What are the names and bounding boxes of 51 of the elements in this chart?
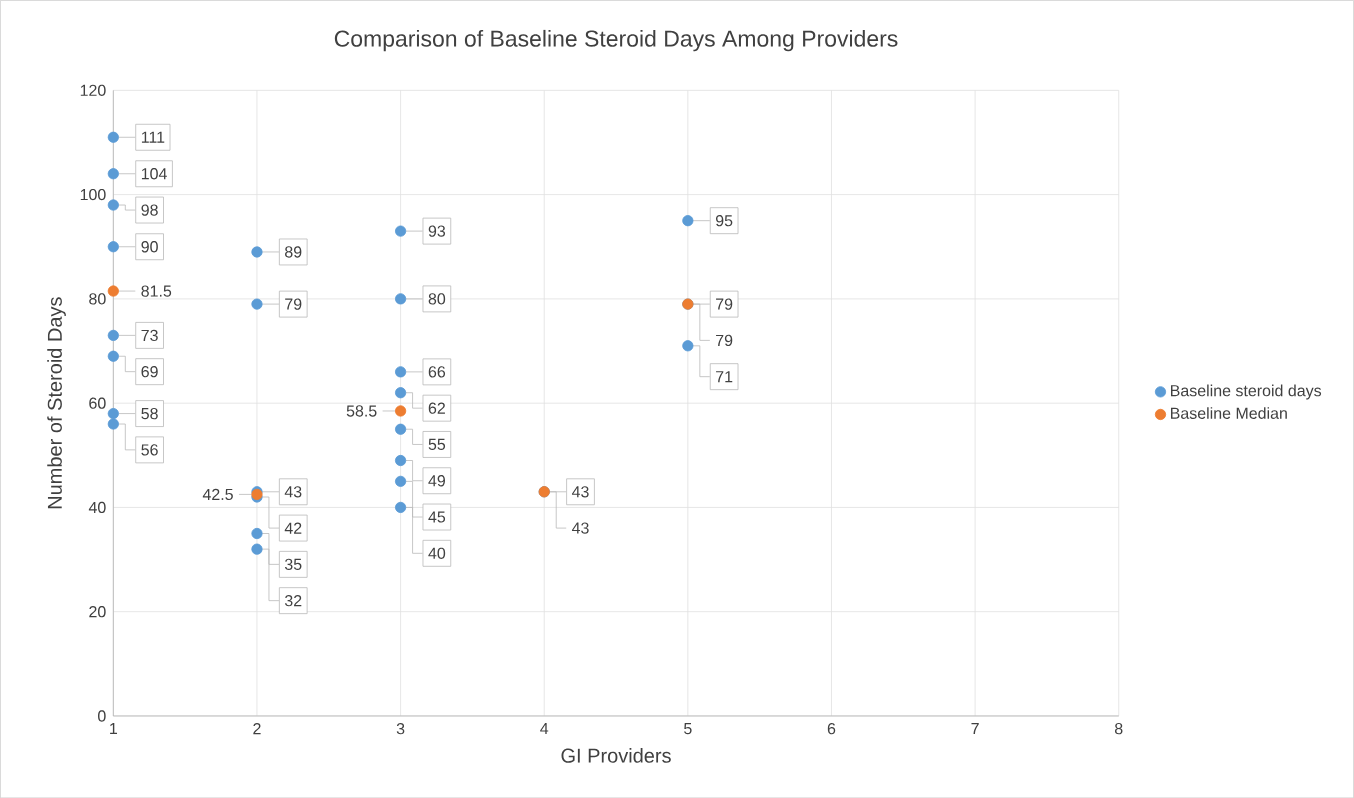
data-label: 98 — [141, 204, 158, 216]
y-tick-label: 20 — [89, 605, 106, 618]
data-label: 79 — [285, 298, 302, 310]
y-axis-title: Number of Steroid Days — [47, 297, 66, 509]
data-label: 40 — [428, 547, 446, 559]
data-label: 89 — [285, 246, 302, 258]
y-tick-label: 60 — [89, 397, 106, 409]
data-label: 32 — [284, 594, 302, 607]
data-label: 55 — [428, 438, 446, 450]
data-label: 42.5 — [202, 488, 233, 500]
legend-label: Baseline steroid days — [1171, 384, 1322, 400]
x-tick-label: 8 — [1114, 722, 1123, 735]
y-tick-label: 120 — [80, 84, 106, 96]
y-tick-label: 40 — [88, 501, 106, 513]
y-tick-label: 100 — [80, 188, 106, 201]
data-label: 79 — [716, 334, 733, 346]
x-axis-title: GI Providers — [561, 747, 671, 763]
x-tick-label: 1 — [110, 722, 118, 734]
data-label: 42 — [284, 522, 302, 534]
data-label: 43 — [571, 522, 589, 534]
data-label: 80 — [428, 293, 446, 305]
y-tick-label: 80 — [89, 293, 106, 305]
data-label: 49 — [428, 474, 445, 487]
data-label: 35 — [284, 558, 302, 570]
data-label: 58.5 — [346, 405, 377, 417]
x-tick-label: 6 — [827, 722, 836, 735]
data-label: 71 — [716, 371, 733, 383]
data-label: 95 — [715, 214, 733, 227]
data-label: 93 — [428, 225, 446, 237]
data-label: 69 — [141, 365, 158, 378]
data-label: 58 — [141, 407, 158, 420]
x-tick-label: 7 — [971, 722, 979, 734]
data-label: 62 — [428, 402, 445, 414]
data-label: 79 — [716, 298, 733, 310]
data-label: 43 — [571, 485, 589, 498]
data-label: 90 — [141, 240, 158, 253]
x-tick-label: 3 — [396, 722, 405, 735]
data-label: 104 — [141, 167, 167, 180]
legend-label: Baseline Median — [1171, 406, 1287, 419]
data-label: 45 — [428, 511, 446, 523]
data-label: 111 — [141, 131, 165, 143]
x-tick-label: 2 — [253, 722, 261, 735]
data-label: 81.5 — [141, 285, 172, 297]
x-tick-label: 4 — [540, 722, 549, 734]
chart-title: Comparison of Baseline Steroid Days Among Providers — [334, 29, 898, 52]
data-label: 66 — [428, 366, 446, 378]
data-label: 43 — [284, 485, 302, 498]
x-tick-label: 5 — [684, 722, 692, 735]
data-label: 73 — [141, 329, 158, 341]
y-tick-label: 0 — [98, 710, 106, 722]
data-label: 56 — [141, 444, 158, 456]
